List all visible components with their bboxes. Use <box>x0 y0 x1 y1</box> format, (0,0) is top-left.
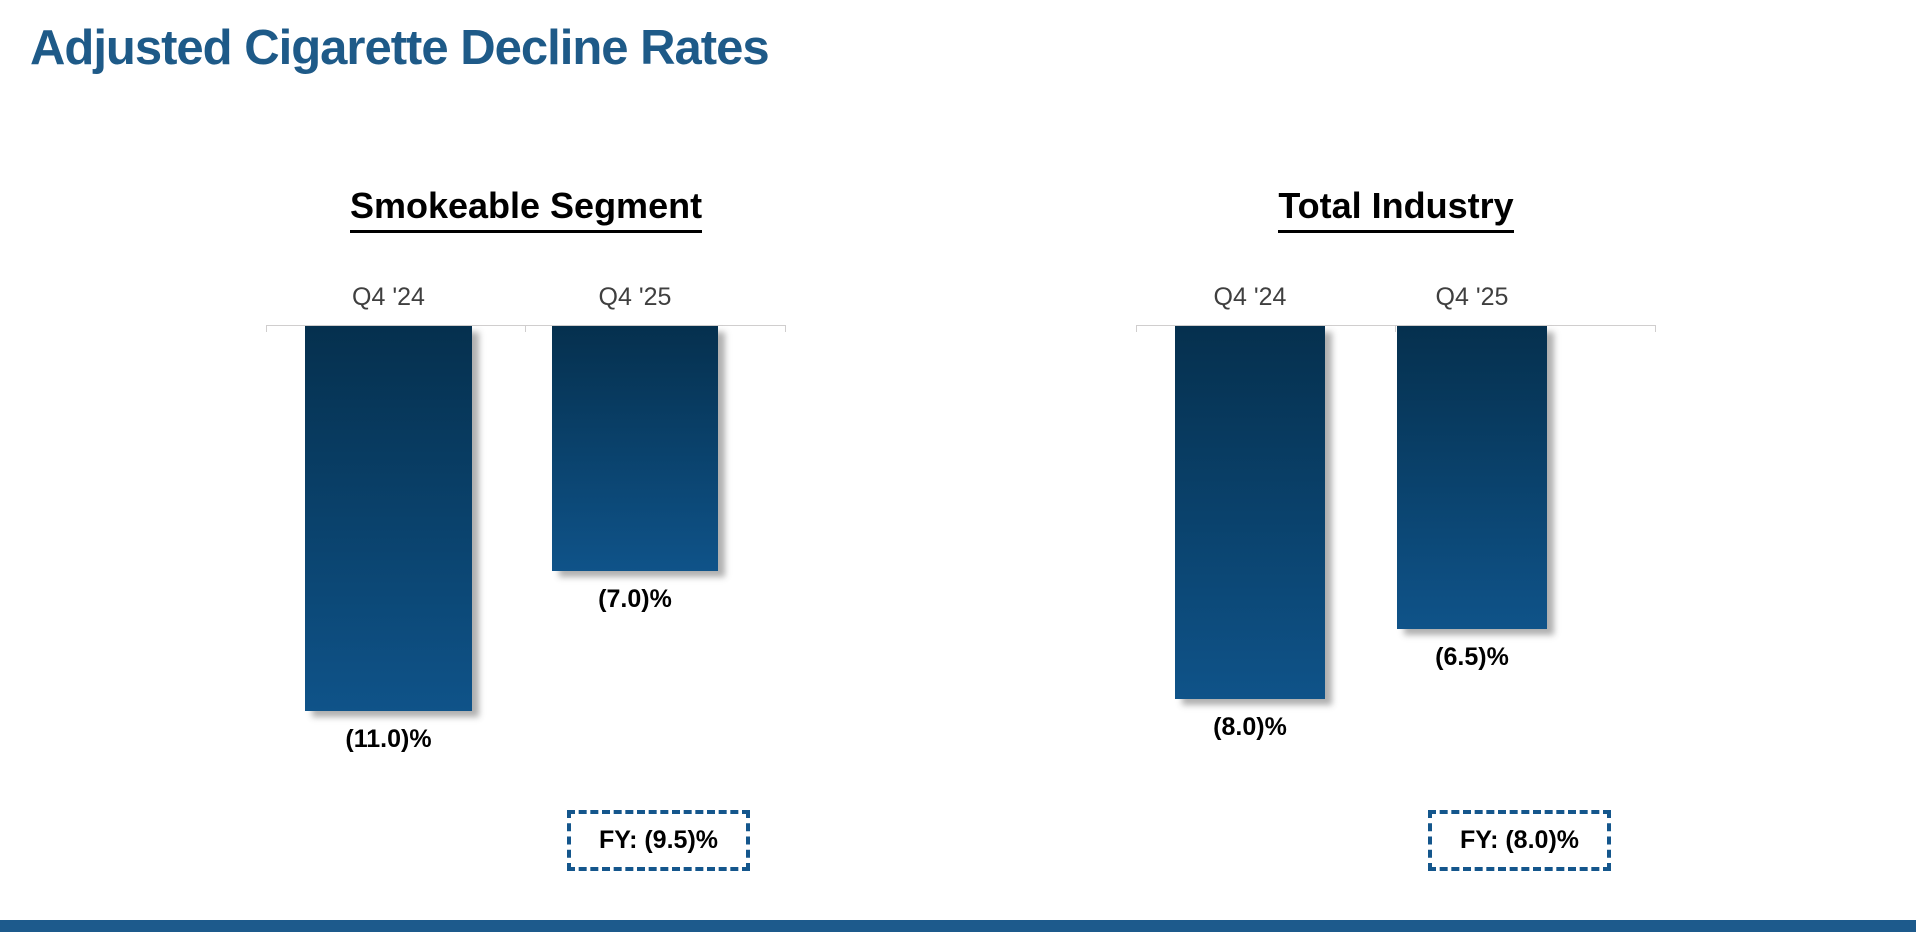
footer-accent-bar <box>0 920 1916 932</box>
fy-annotation-text: FY: (8.0)% <box>1460 826 1579 854</box>
fy-annotation-text: FY: (9.5)% <box>599 826 718 854</box>
axis-tick <box>266 325 267 332</box>
axis-tick <box>1395 325 1396 332</box>
chart-title-text: Smokeable Segment <box>349 185 703 233</box>
value-label: (6.5)% <box>1435 643 1509 671</box>
bar-q4-24 <box>1175 326 1325 699</box>
axis-line <box>1136 325 1656 326</box>
chart-title: Total Industry <box>1136 185 1656 233</box>
axis-tick <box>1655 325 1656 332</box>
bar-column: (6.5)% <box>1397 326 1547 672</box>
value-label: (11.0)% <box>345 725 432 753</box>
bar-column: (11.0)% <box>305 326 472 754</box>
bar-q4-24 <box>305 326 472 711</box>
chart-smokeable-segment: Smokeable Segment Q4 '24 Q4 '25 (11.0)% … <box>266 185 786 895</box>
axis-tick <box>1136 325 1137 332</box>
value-label: (8.0)% <box>1213 713 1287 741</box>
chart-title-text: Total Industry <box>1278 185 1514 233</box>
value-label: (7.0)% <box>598 585 672 613</box>
category-label-q4-24: Q4 '24 <box>1213 283 1287 311</box>
bar-column: (7.0)% <box>552 326 718 614</box>
fy-annotation-box: FY: (9.5)% <box>567 810 750 871</box>
bar-q4-25 <box>552 326 718 571</box>
axis-tick <box>785 325 786 332</box>
category-label-q4-24: Q4 '24 <box>352 283 425 311</box>
slide-title: Adjusted Cigarette Decline Rates <box>30 21 770 75</box>
axis-line <box>266 325 786 326</box>
category-label-q4-25: Q4 '25 <box>598 283 672 311</box>
bar-column: (8.0)% <box>1175 326 1325 742</box>
category-label-q4-25: Q4 '25 <box>1435 283 1509 311</box>
chart-total-industry: Total Industry Q4 '24 Q4 '25 (8.0)% (6.5… <box>1136 185 1656 895</box>
axis-tick <box>525 325 526 332</box>
chart-title: Smokeable Segment <box>266 185 786 233</box>
fy-annotation-box: FY: (8.0)% <box>1428 810 1611 871</box>
bar-q4-25 <box>1397 326 1547 629</box>
